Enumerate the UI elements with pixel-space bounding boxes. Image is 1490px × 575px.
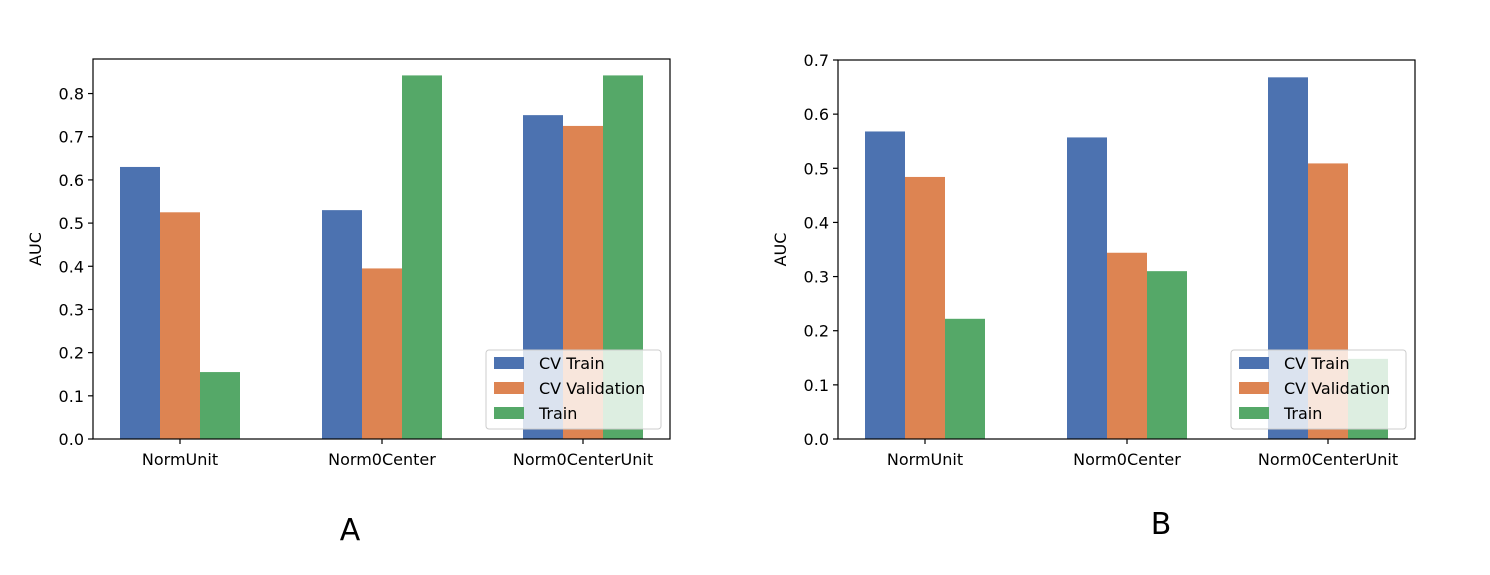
bar-cv-train-1: [1067, 137, 1107, 439]
y-tick-label: 0.7: [804, 51, 829, 70]
legend-swatch: [1239, 382, 1269, 394]
legend-swatch: [494, 407, 524, 419]
bar-train-1: [1147, 271, 1187, 439]
y-tick-label: 0.6: [804, 105, 829, 124]
legend: CV Train CV Validation Train: [1230, 349, 1407, 430]
legend-box: [485, 349, 662, 430]
legend-label: Train: [538, 404, 577, 423]
bar-cv-validation-0: [905, 176, 945, 439]
panel-label: B: [1151, 507, 1172, 542]
y-tick-label: 0.3: [804, 268, 829, 287]
y-tick-label: 0.7: [59, 128, 84, 147]
legend-swatch: [494, 357, 524, 369]
y-tick-label: 0.5: [59, 214, 84, 233]
bar-cv-train-0: [865, 131, 905, 439]
y-tick-label: 0.0: [59, 430, 84, 449]
legend-swatch: [494, 382, 524, 394]
bar-cv-validation-1: [1107, 252, 1147, 439]
chart-1: 0.0 0.1 0.2 0.3 0.4 0.5 0.6 0.7 NormUnit Norm0Cen…: [771, 51, 1416, 542]
x-tick-label: NormUnit: [887, 450, 963, 469]
x-tick-label: Norm0Center: [328, 450, 436, 469]
y-tick-label: 0.4: [59, 257, 84, 276]
y-tick-label: 0.8: [59, 85, 84, 104]
bar-train-0: [200, 372, 240, 439]
panel-label: A: [340, 513, 361, 548]
bar-cv-validation-1: [362, 268, 402, 439]
legend-swatch: [1239, 357, 1269, 369]
y-tick-label: 0.1: [804, 376, 829, 395]
y-tick-label: 0.0: [804, 430, 829, 449]
bar-train-0: [945, 318, 985, 439]
y-tick-label: 0.3: [59, 300, 84, 319]
y-axis-label: AUC: [26, 232, 45, 266]
y-tick-label: 0.1: [59, 387, 84, 406]
x-tick-label: Norm0CenterUnit: [513, 450, 653, 469]
legend-label: CV Train: [539, 354, 605, 373]
bar-train-1: [402, 75, 442, 439]
y-tick-label: 0.6: [59, 171, 84, 190]
y-tick-label: 0.2: [59, 344, 84, 363]
legend: CV Train CV Validation Train: [485, 349, 662, 430]
chart-0: 0.0 0.1 0.2 0.3 0.4 0.5 0.6 0.7 0.8 NormUnit Norm0…: [26, 58, 671, 548]
y-axis-label: AUC: [771, 233, 790, 267]
legend-label: Train: [1283, 404, 1322, 423]
x-tick-label: NormUnit: [142, 450, 218, 469]
y-tick-label: 0.2: [804, 322, 829, 341]
y-tick-label: 0.5: [804, 159, 829, 178]
bar-cv-train-1: [322, 210, 362, 439]
y-tick-label: 0.4: [804, 213, 829, 232]
legend-label: CV Train: [1284, 354, 1350, 373]
legend-box: [1230, 349, 1407, 430]
legend-label: CV Validation: [539, 379, 645, 398]
legend-swatch: [1239, 407, 1269, 419]
x-tick-label: Norm0Center: [1073, 450, 1181, 469]
legend-label: CV Validation: [1284, 379, 1390, 398]
bar-cv-train-0: [120, 166, 160, 440]
bar-cv-validation-0: [160, 212, 200, 439]
x-tick-label: Norm0CenterUnit: [1258, 450, 1398, 469]
